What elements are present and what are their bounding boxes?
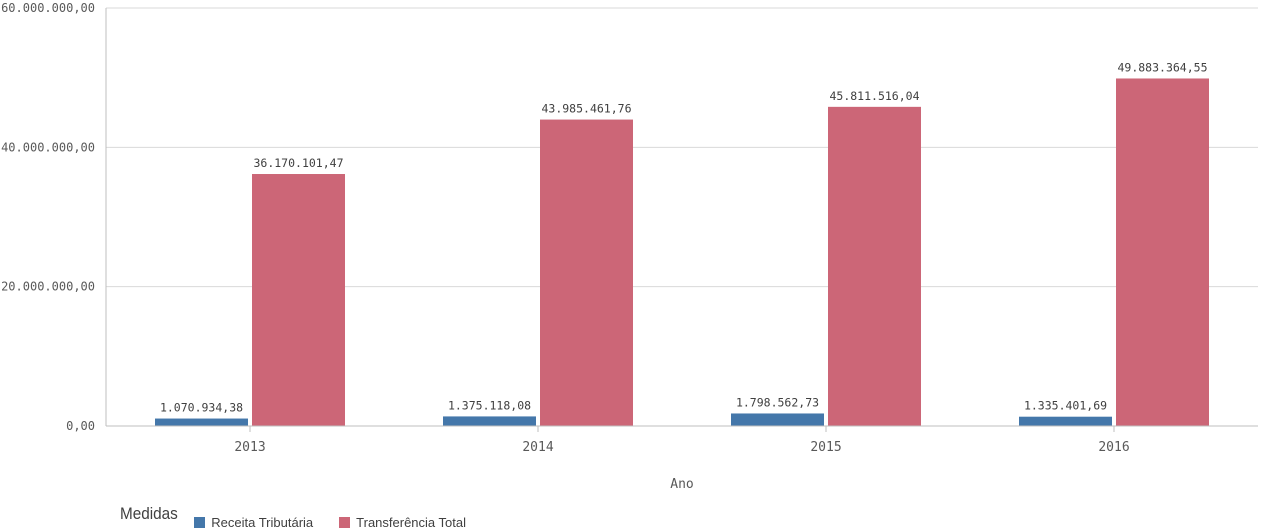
bar[interactable]: [252, 174, 345, 426]
data-label: 43.985.461,76: [541, 102, 631, 116]
bar[interactable]: [443, 416, 536, 426]
bar[interactable]: [1116, 78, 1209, 427]
legend-swatch: [194, 517, 206, 528]
y-tick-label: 40.000.000,00: [1, 140, 95, 154]
legend-item-transferencia[interactable]: Transferência Total: [339, 515, 466, 530]
legend: Medidas Receita Tributária Transferência…: [120, 498, 466, 532]
legend-title: Medidas: [120, 504, 178, 523]
x-tick-label: 2015: [810, 440, 841, 455]
y-tick-label: 0,00: [66, 419, 95, 433]
data-label: 1.070.934,38: [160, 401, 243, 415]
bar[interactable]: [731, 413, 824, 426]
data-label: 1.335.401,69: [1024, 399, 1107, 413]
bar[interactable]: [1019, 416, 1112, 426]
x-axis: 2013 2014 2015 2016: [106, 425, 1258, 455]
x-tick-label: 2013: [234, 440, 265, 455]
bars: 1.070.934,38 36.170.101,47 1.375.118,08 43.…: [155, 60, 1209, 427]
data-label: 36.170.101,47: [253, 156, 343, 170]
data-label: 49.883.364,55: [1117, 60, 1207, 74]
legend-swatch: [339, 517, 351, 528]
bar[interactable]: [155, 418, 248, 426]
data-label: 45.811.516,04: [829, 89, 919, 103]
data-label: 1.798.562,73: [736, 395, 819, 409]
legend-label: Transferência Total: [356, 515, 466, 530]
bar-chart: 0,00 20.000.000,00 40.000.000,00 60.000.000…: [1, 1, 1258, 492]
y-tick-label: 60.000.000,00: [1, 1, 95, 15]
legend-item-receita[interactable]: Receita Tributária: [194, 515, 313, 530]
y-axis: 0,00 20.000.000,00 40.000.000,00 60.000.000…: [1, 1, 107, 433]
y-tick-label: 20.000.000,00: [1, 280, 95, 294]
x-tick-label: 2016: [1098, 440, 1129, 455]
x-axis-title: Ano: [670, 477, 693, 492]
bar[interactable]: [828, 106, 921, 426]
data-label: 1.375.118,08: [448, 398, 531, 412]
bar[interactable]: [540, 119, 633, 427]
x-tick-label: 2014: [522, 440, 553, 455]
legend-label: Receita Tributária: [211, 515, 314, 530]
